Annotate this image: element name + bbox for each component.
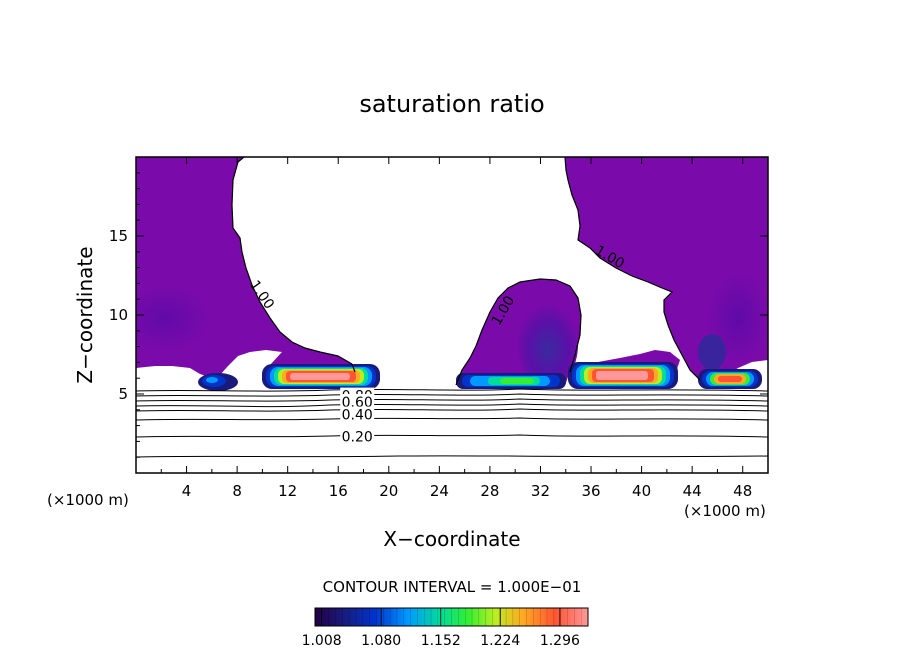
y-tick-label: 15 (109, 227, 128, 245)
chart-title: saturation ratio (359, 90, 544, 118)
colorbar-ticks: 1.008 1.080 1.152 1.224 1.296 (302, 608, 582, 649)
x-tick-label: 16 (329, 482, 348, 500)
x-tick-label: 12 (278, 482, 297, 500)
y-tick-label: 10 (109, 306, 128, 324)
contour-lines-1.00 (231, 157, 701, 386)
region-left-core (136, 286, 210, 350)
colorbar-tick-label: 1.152 (421, 633, 461, 649)
x-tick-label: 44 (683, 482, 702, 500)
contour-label: 0.20 (342, 430, 373, 446)
colorbar-tick-label: 1.224 (480, 633, 520, 649)
core-cell-2 (262, 364, 380, 389)
contour-label-bg (340, 428, 375, 443)
contour-label-bg (340, 393, 375, 408)
x-tick-label: 24 (430, 482, 449, 500)
region-middle-core (518, 303, 578, 387)
x-tick-label: 4 (182, 482, 192, 500)
colorbar-tick-label: 1.008 (302, 633, 342, 649)
y-tick-label: 5 (118, 385, 128, 403)
region-right-core (708, 273, 768, 363)
x-tick-label: 40 (632, 482, 651, 500)
core-cell-5 (698, 369, 762, 389)
colorbar-tick-label: 1.080 (361, 633, 401, 649)
x-tick-label: 36 (581, 482, 600, 500)
colorbar-tick-label: 1.296 (540, 633, 580, 649)
x-tick-label: 32 (531, 482, 550, 500)
x-unit-label-right: (×1000 m) (684, 502, 766, 520)
region-left-saturated (136, 157, 355, 385)
x-tick-label: 48 (733, 482, 752, 500)
y-axis-ticks: 5 10 15 (109, 172, 768, 458)
x-tick-label: 20 (379, 482, 398, 500)
y-axis-label: Z−coordinate (73, 246, 97, 383)
core-cell-3 (456, 373, 566, 389)
x-tick-label: 8 (232, 482, 242, 500)
x-tick-label: 28 (480, 482, 499, 500)
contour-lines-lower (136, 388, 768, 458)
x-axis-ticks: 4 8 12 16 20 24 28 32 36 40 44 48 (160, 157, 752, 500)
contour-label-bg (340, 406, 375, 421)
x-axis-label: X−coordinate (383, 527, 520, 551)
region-right-lower-core (698, 334, 726, 370)
contour-label: 0.40 (342, 408, 373, 424)
plot-area (136, 157, 768, 458)
x-unit-label-left: (×1000 m) (47, 491, 129, 509)
core-cell-1 (198, 373, 238, 391)
core-cell-4 (568, 362, 678, 389)
contour-interval-text: CONTOUR INTERVAL = 1.000E−01 (323, 578, 582, 596)
